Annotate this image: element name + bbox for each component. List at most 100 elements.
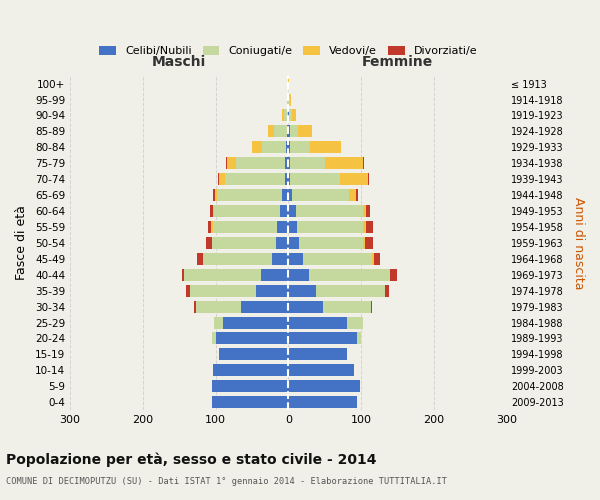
- Bar: [289, 396, 358, 408]
- Bar: [214, 364, 289, 376]
- Bar: [211, 221, 212, 233]
- Bar: [215, 332, 289, 344]
- Bar: [289, 269, 308, 280]
- Bar: [358, 332, 361, 344]
- Bar: [286, 158, 289, 169]
- Legend: Celibi/Nubili, Coniugati/e, Vedovi/e, Divorziati/e: Celibi/Nubili, Coniugati/e, Vedovi/e, Di…: [95, 41, 482, 60]
- Bar: [252, 142, 262, 154]
- Bar: [363, 237, 365, 249]
- Bar: [325, 158, 363, 169]
- Bar: [190, 284, 256, 296]
- Bar: [219, 173, 225, 185]
- Bar: [262, 142, 286, 154]
- Bar: [365, 237, 373, 249]
- Bar: [289, 173, 290, 185]
- Y-axis label: Fasce di età: Fasce di età: [15, 206, 28, 281]
- Bar: [212, 237, 276, 249]
- Bar: [289, 332, 358, 344]
- Bar: [218, 173, 219, 185]
- Bar: [212, 396, 289, 408]
- Bar: [349, 189, 356, 201]
- Bar: [284, 173, 289, 185]
- Bar: [366, 221, 373, 233]
- Bar: [214, 189, 215, 201]
- Bar: [215, 189, 217, 201]
- Bar: [374, 253, 380, 265]
- Bar: [214, 316, 223, 328]
- Bar: [290, 142, 310, 154]
- Bar: [287, 126, 289, 138]
- Bar: [290, 94, 291, 106]
- Bar: [274, 126, 287, 138]
- Bar: [290, 173, 340, 185]
- Bar: [363, 158, 364, 169]
- Bar: [289, 237, 299, 249]
- Bar: [287, 78, 289, 90]
- Bar: [223, 316, 289, 328]
- Bar: [283, 110, 284, 122]
- Bar: [280, 205, 289, 217]
- Bar: [323, 300, 371, 312]
- Bar: [227, 158, 236, 169]
- Bar: [196, 300, 241, 312]
- Bar: [390, 269, 397, 280]
- Bar: [217, 189, 283, 201]
- Bar: [272, 253, 289, 265]
- Bar: [372, 253, 374, 265]
- Bar: [289, 364, 354, 376]
- Bar: [289, 380, 359, 392]
- Bar: [368, 173, 369, 185]
- Bar: [287, 94, 289, 106]
- Bar: [289, 284, 316, 296]
- Bar: [298, 126, 311, 138]
- Bar: [362, 205, 366, 217]
- Bar: [292, 189, 349, 201]
- Bar: [236, 158, 286, 169]
- Bar: [371, 300, 372, 312]
- Bar: [385, 284, 389, 296]
- Bar: [203, 253, 272, 265]
- Bar: [292, 110, 296, 122]
- Bar: [268, 126, 274, 138]
- Bar: [286, 142, 289, 154]
- Bar: [289, 189, 292, 201]
- Bar: [289, 142, 290, 154]
- Bar: [289, 110, 292, 122]
- Bar: [289, 348, 347, 360]
- Bar: [289, 126, 290, 138]
- Bar: [256, 284, 289, 296]
- Bar: [241, 300, 289, 312]
- Bar: [182, 269, 184, 280]
- Bar: [219, 348, 289, 360]
- Text: Femmine: Femmine: [362, 56, 433, 70]
- Bar: [212, 380, 289, 392]
- Bar: [340, 173, 368, 185]
- Bar: [187, 284, 190, 296]
- Text: Popolazione per età, sesso e stato civile - 2014: Popolazione per età, sesso e stato civil…: [6, 452, 377, 467]
- Text: Maschi: Maschi: [152, 56, 206, 70]
- Text: COMUNE DI DECIMOPUTZU (SU) - Dati ISTAT 1° gennaio 2014 - Elaborazione TUTTITALI: COMUNE DI DECIMOPUTZU (SU) - Dati ISTAT …: [6, 478, 447, 486]
- Bar: [214, 205, 280, 217]
- Bar: [356, 189, 358, 201]
- Bar: [289, 300, 323, 312]
- Bar: [184, 269, 260, 280]
- Bar: [362, 221, 366, 233]
- Bar: [296, 205, 362, 217]
- Y-axis label: Anni di nascita: Anni di nascita: [572, 196, 585, 289]
- Bar: [289, 253, 303, 265]
- Bar: [226, 158, 227, 169]
- Bar: [197, 253, 203, 265]
- Bar: [303, 253, 372, 265]
- Bar: [276, 237, 289, 249]
- Bar: [289, 205, 296, 217]
- Bar: [308, 269, 390, 280]
- Bar: [310, 142, 341, 154]
- Bar: [212, 205, 214, 217]
- Bar: [277, 221, 289, 233]
- Bar: [289, 94, 290, 106]
- Bar: [212, 221, 277, 233]
- Bar: [297, 221, 362, 233]
- Bar: [366, 205, 370, 217]
- Bar: [206, 237, 212, 249]
- Bar: [212, 332, 215, 344]
